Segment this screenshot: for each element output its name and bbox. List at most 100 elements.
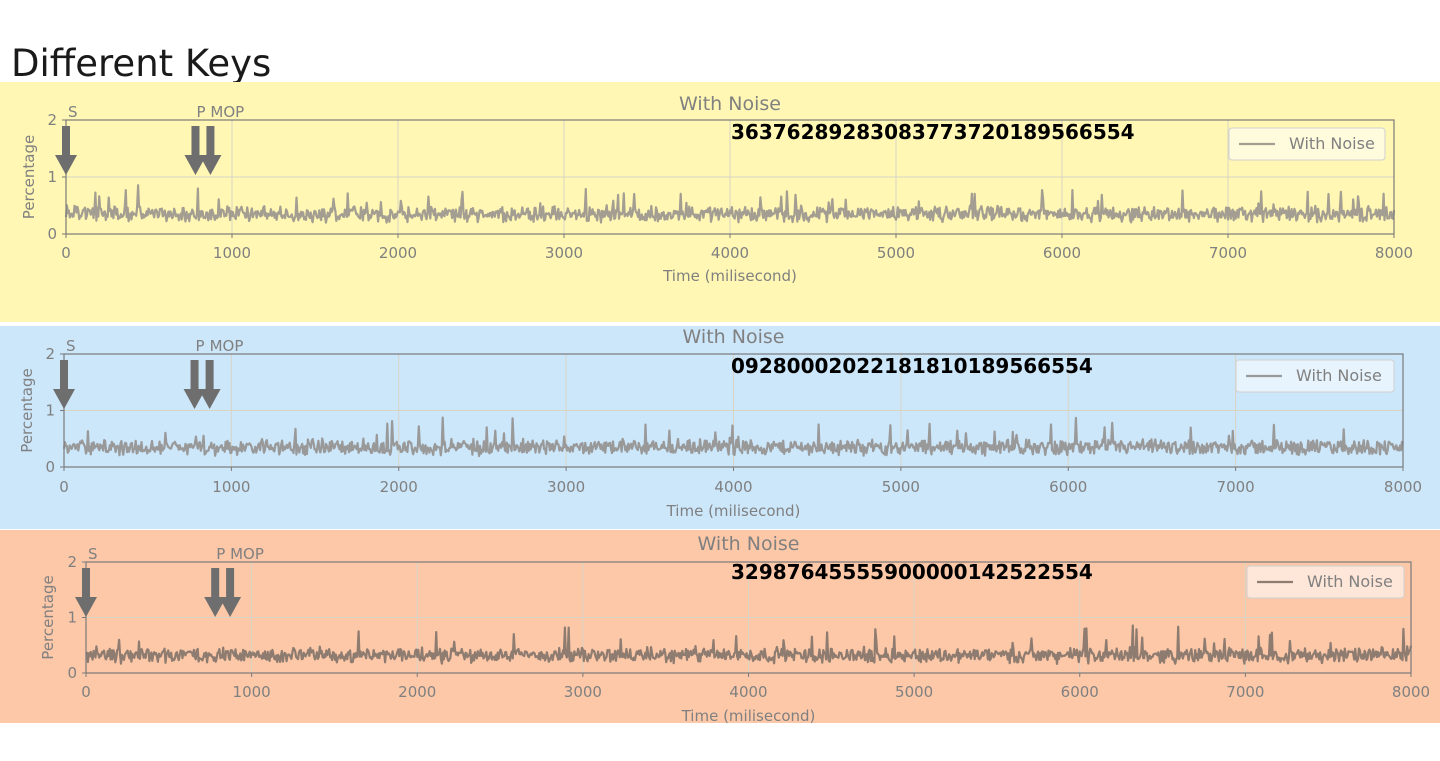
x-tick-label: 0 — [81, 683, 91, 701]
event-arrow-s — [75, 568, 97, 617]
key-value-3: 32987645555900000142522554 — [731, 560, 1093, 584]
y-axis-label: Percentage — [18, 368, 36, 452]
x-tick-label: 4000 — [729, 683, 767, 701]
y-tick-label: 0 — [47, 225, 57, 243]
chart-background — [0, 326, 1440, 529]
event-label-mop: MOP — [230, 545, 264, 563]
slide-title: Different Keys — [11, 42, 272, 85]
y-tick-label: 0 — [45, 458, 55, 476]
x-tick-label: 3000 — [545, 244, 583, 262]
y-tick-label: 1 — [45, 402, 55, 420]
x-tick-label: 1000 — [233, 683, 271, 701]
x-tick-label: 6000 — [1061, 683, 1099, 701]
event-arrow-s — [53, 360, 75, 409]
event-arrow-p — [183, 360, 206, 409]
y-tick-label: 2 — [45, 345, 55, 363]
legend-label: With Noise — [1296, 366, 1382, 385]
chart-title: With Noise — [698, 533, 800, 555]
event-label-s: S — [88, 545, 98, 563]
arrow-shaft — [206, 126, 215, 157]
chart-3-svg: 0 1000 2000 3000 4000 5000 6000 7000 8000 0 1 2 With… — [0, 530, 1440, 723]
x-tick-label: 7000 — [1217, 478, 1255, 496]
x-tick-label: 3000 — [547, 478, 585, 496]
x-tick-label: 0 — [59, 478, 69, 496]
x-tick-label: 5000 — [882, 478, 920, 496]
event-arrow-p — [204, 568, 227, 617]
event-label-mop: MOP — [210, 337, 244, 355]
x-tick-label: 1000 — [213, 244, 251, 262]
x-tick-label: 1000 — [212, 478, 250, 496]
x-tick-label: 7000 — [1226, 683, 1264, 701]
key-value-1: 36376289283083773720189566554 — [731, 120, 1135, 144]
event-arrow-mop — [198, 360, 221, 409]
x-tick-label: 6000 — [1043, 244, 1081, 262]
event-arrow-mop — [219, 568, 242, 617]
series-line — [64, 184, 1396, 224]
x-axis-label: Time (milisecond) — [666, 502, 801, 520]
key-value-2: 09280002022181810189566554 — [731, 354, 1093, 378]
arrow-head — [53, 389, 75, 409]
arrow-shaft — [226, 568, 235, 599]
event-arrow-s — [55, 126, 77, 175]
x-axis-label: Time (milisecond) — [662, 267, 797, 285]
arrow-head — [204, 597, 227, 617]
arrow-head — [184, 155, 207, 175]
event-arrow-mop — [199, 126, 222, 175]
legend-box — [1228, 127, 1386, 161]
x-axis-label: Time (milisecond) — [681, 707, 816, 723]
x-tick-label: 0 — [61, 244, 71, 262]
arrow-shaft — [211, 568, 220, 599]
chart-panel-2: 0 1000 2000 3000 4000 5000 6000 7000 8000 0 1 2 With… — [0, 326, 1440, 529]
x-tick-label: 4000 — [711, 244, 749, 262]
x-tick-label: 6000 — [1049, 478, 1087, 496]
event-label-s: S — [68, 103, 78, 121]
series-line — [85, 624, 1413, 665]
chart-panel-1: 0 1000 2000 3000 4000 5000 6000 7000 8000 0 1 2 With… — [0, 82, 1440, 322]
x-tick-label: 5000 — [895, 683, 933, 701]
legend-box — [1246, 565, 1405, 599]
arrow-shaft — [191, 126, 200, 157]
x-tick-label: 2000 — [380, 478, 418, 496]
x-tick-label: 2000 — [379, 244, 417, 262]
arrow-head — [75, 597, 97, 617]
chart-panel-3: 0 1000 2000 3000 4000 5000 6000 7000 8000 0 1 2 With… — [0, 530, 1440, 723]
chart-title: With Noise — [683, 326, 785, 348]
arrow-shaft — [82, 568, 90, 599]
legend-label: With Noise — [1289, 134, 1375, 153]
y-tick-label: 1 — [47, 168, 57, 186]
arrow-shaft — [205, 360, 214, 391]
event-label-mop: MOP — [210, 103, 244, 121]
arrow-shaft — [190, 360, 199, 391]
event-label-p: P — [196, 103, 205, 121]
series-line — [62, 416, 1404, 458]
arrow-shaft — [60, 360, 68, 391]
y-tick-label: 1 — [67, 609, 77, 627]
chart-1-svg: 0 1000 2000 3000 4000 5000 6000 7000 8000 0 1 2 With… — [0, 82, 1440, 322]
y-tick-label: 0 — [67, 664, 77, 682]
event-label-p: P — [216, 545, 225, 563]
legend-label: With Noise — [1307, 572, 1393, 591]
arrow-head — [183, 389, 206, 409]
chart-background — [0, 82, 1440, 322]
chart-title: With Noise — [679, 93, 781, 115]
x-tick-label: 3000 — [564, 683, 602, 701]
y-tick-label: 2 — [67, 553, 77, 571]
x-tick-label: 4000 — [714, 478, 752, 496]
y-axis-label: Percentage — [20, 135, 38, 219]
y-axis-label: Percentage — [39, 575, 57, 659]
arrow-shaft — [62, 126, 70, 157]
arrow-head — [199, 155, 222, 175]
event-label-s: S — [66, 337, 76, 355]
chart-2-svg: 0 1000 2000 3000 4000 5000 6000 7000 8000 0 1 2 With… — [0, 326, 1440, 529]
x-tick-label: 2000 — [398, 683, 436, 701]
event-arrow-p — [184, 126, 207, 175]
arrow-head — [219, 597, 242, 617]
legend-box — [1235, 359, 1395, 393]
x-tick-label: 8000 — [1375, 244, 1413, 262]
arrow-head — [55, 155, 77, 175]
y-tick-label: 2 — [47, 111, 57, 129]
x-tick-label: 8000 — [1392, 683, 1430, 701]
event-label-p: P — [196, 337, 205, 355]
arrow-head — [198, 389, 221, 409]
x-tick-label: 8000 — [1384, 478, 1422, 496]
